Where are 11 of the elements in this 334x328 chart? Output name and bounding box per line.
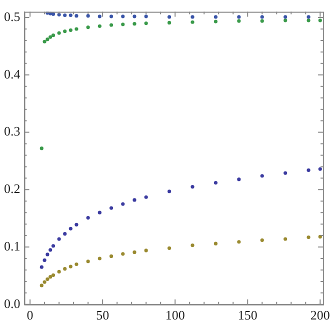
- y-tick-label: 0.3: [4, 124, 20, 139]
- y-tick-label: 0.5: [4, 8, 20, 24]
- x-tick-label: 200: [310, 308, 330, 323]
- y-tick-label: 0.4: [4, 66, 21, 82]
- y-tick-label: 0.1: [4, 238, 20, 254]
- y-tick-label: 0.0: [4, 296, 20, 311]
- x-tick-label: 150: [238, 308, 258, 323]
- x-tick-label: 50: [96, 308, 110, 323]
- x-tick-label: 100: [165, 308, 185, 323]
- y-tick-label: 0.2: [4, 181, 20, 196]
- x-tick-label: 0: [26, 308, 34, 323]
